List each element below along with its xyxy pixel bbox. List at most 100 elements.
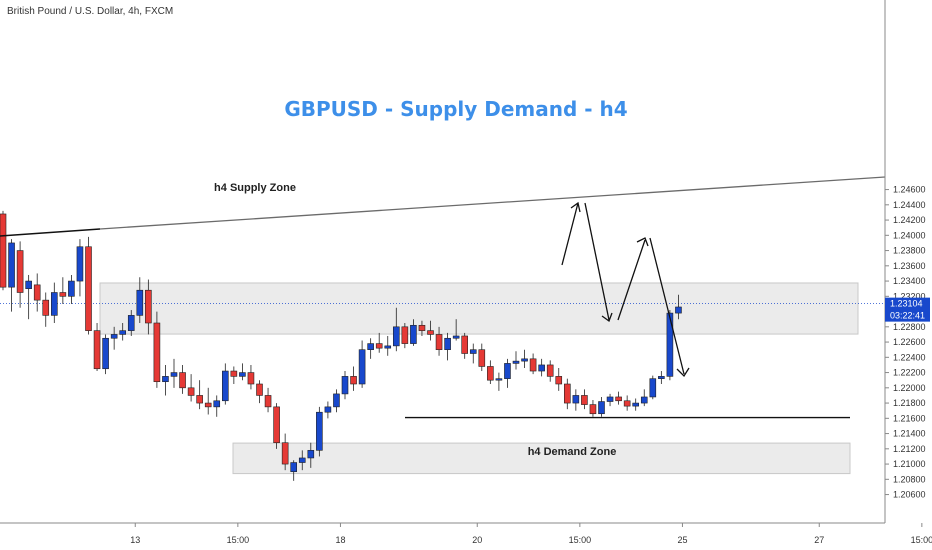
- supply-zone-label: h4 Supply Zone: [214, 182, 296, 194]
- candle: [589, 400, 597, 417]
- candle-body: [93, 330, 101, 370]
- candle-body: [162, 376, 169, 383]
- candle: [487, 360, 494, 384]
- candle-body: [435, 334, 443, 350]
- candle-body: [358, 349, 366, 385]
- candle: [93, 323, 101, 372]
- candle-body: [25, 280, 32, 289]
- candle-body: [469, 349, 477, 354]
- candle: [632, 398, 640, 411]
- candle: [247, 364, 255, 390]
- candle: [110, 326, 118, 350]
- candle: [401, 323, 409, 349]
- candle-body: [68, 280, 75, 297]
- candle: [538, 358, 545, 377]
- price-tick-label: 1.22400: [893, 352, 926, 362]
- candle-body: [290, 462, 298, 472]
- candle-body: [333, 393, 340, 408]
- projection-path: [561, 201, 690, 378]
- price-tick-label: 1.20800: [893, 474, 926, 484]
- candle: [658, 371, 665, 384]
- price-badge-box: [885, 297, 930, 322]
- price-tick-label: 1.23400: [893, 276, 926, 286]
- candle-body: [572, 395, 580, 404]
- candle: [230, 366, 238, 384]
- candle-body: [102, 337, 109, 370]
- candle-body: [623, 400, 631, 407]
- candle-body: [8, 242, 15, 288]
- candle-body: [487, 366, 494, 381]
- candle-body: [42, 299, 50, 316]
- candle: [598, 396, 605, 417]
- candle-body: [307, 450, 315, 459]
- candle-body: [324, 406, 332, 413]
- candle: [42, 292, 50, 327]
- candle: [606, 393, 614, 407]
- candle-body: [50, 292, 58, 316]
- candle-body: [632, 402, 640, 407]
- candle: [640, 389, 648, 407]
- supply-trendline: [99, 176, 886, 230]
- candle-body: [350, 376, 357, 385]
- price-badge: 1.23104 03:22:41: [885, 297, 930, 322]
- time-tick-label: 27: [814, 535, 824, 545]
- candle-body: [136, 289, 144, 316]
- candle-body: [401, 326, 409, 344]
- candle: [410, 319, 417, 346]
- time-tick-label: 15:00: [569, 535, 592, 545]
- candle: [239, 363, 246, 381]
- candle: [204, 387, 212, 415]
- supply-trendline-left: [0, 228, 101, 237]
- candle: [521, 349, 528, 368]
- candle: [469, 343, 477, 364]
- candle: [504, 358, 511, 388]
- price-tick-label: 1.21800: [893, 398, 926, 408]
- candle: [222, 363, 229, 405]
- candle-body: [444, 337, 451, 350]
- candle-body: [521, 358, 528, 362]
- candle: [478, 343, 486, 372]
- price-tick-label: 1.23800: [893, 246, 926, 256]
- candle: [256, 380, 263, 404]
- candle-body: [392, 326, 400, 347]
- candle-body: [0, 213, 7, 288]
- candle-body: [127, 315, 135, 331]
- candle-body: [110, 334, 118, 339]
- candle: [8, 239, 15, 312]
- candle-body: [452, 335, 460, 339]
- candle-body: [341, 376, 349, 395]
- candle: [264, 387, 272, 413]
- candle-body: [187, 387, 195, 396]
- price-badge-countdown: 03:22:41: [890, 311, 925, 321]
- candle-body: [273, 406, 280, 444]
- candle-body: [418, 324, 426, 331]
- candle-body: [119, 330, 126, 335]
- candle-body: [76, 246, 84, 282]
- price-tick-label: 1.23600: [893, 261, 926, 271]
- candle-body: [239, 372, 246, 377]
- price-tick-label: 1.24200: [893, 215, 926, 225]
- candle: [350, 366, 357, 391]
- candle: [196, 380, 203, 410]
- candle: [213, 395, 221, 417]
- time-tick-label: 18: [335, 535, 345, 545]
- candle-body: [204, 402, 212, 408]
- time-tick-label: 13: [130, 535, 140, 545]
- candle-body: [196, 395, 203, 404]
- candle: [68, 274, 75, 304]
- candle: [384, 335, 392, 356]
- candle: [145, 279, 152, 335]
- candle-body: [675, 306, 682, 314]
- candle: [127, 310, 135, 336]
- price-badge-value: 1.23104: [890, 299, 923, 309]
- candle-body: [555, 376, 563, 385]
- candle: [418, 320, 426, 336]
- price-tick-label: 1.20600: [893, 490, 926, 500]
- candle-body: [230, 370, 238, 377]
- time-tick-label: 20: [472, 535, 482, 545]
- candle-body: [256, 383, 263, 396]
- candle: [666, 310, 674, 381]
- candle-body: [563, 383, 571, 404]
- candle: [170, 358, 178, 388]
- time-tick-label: 15:00: [911, 535, 932, 545]
